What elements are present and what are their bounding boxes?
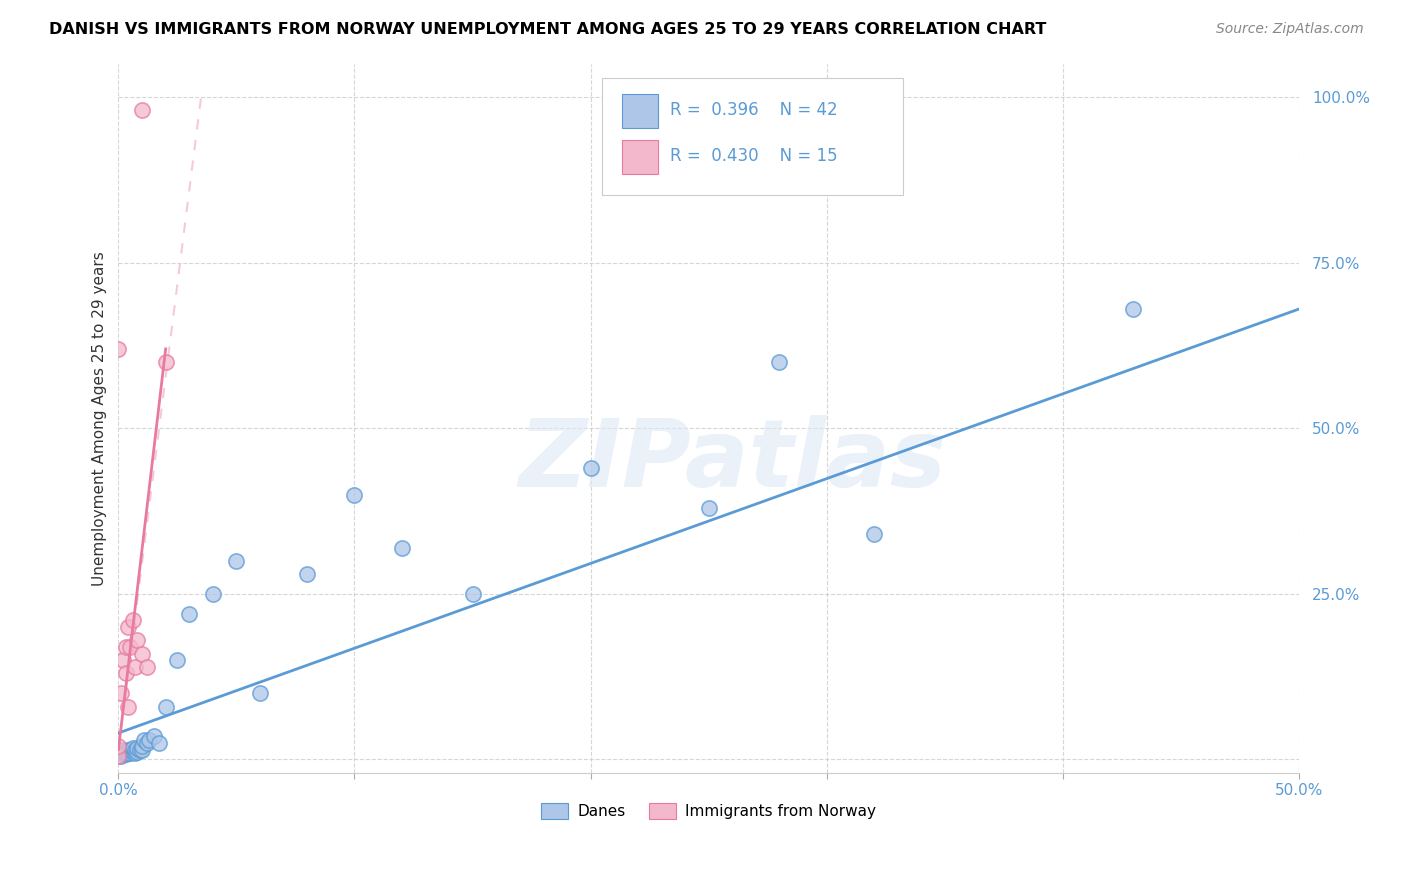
Point — [1122, 302, 1144, 317]
Point — [112, 653, 135, 667]
Point — [114, 745, 136, 759]
Point — [127, 745, 149, 759]
Point — [461, 587, 484, 601]
Point — [391, 541, 413, 555]
Text: ZIPatlas: ZIPatlas — [519, 415, 946, 507]
Point — [117, 699, 139, 714]
Point — [120, 742, 142, 756]
Point — [121, 614, 143, 628]
Point — [124, 742, 146, 756]
Legend: Danes, Immigrants from Norway: Danes, Immigrants from Norway — [534, 797, 883, 825]
Text: R =  0.430    N = 15: R = 0.430 N = 15 — [669, 147, 837, 165]
FancyBboxPatch shape — [602, 78, 903, 195]
Point — [166, 653, 188, 667]
Y-axis label: Unemployment Among Ages 25 to 29 years: Unemployment Among Ages 25 to 29 years — [93, 251, 107, 586]
Point — [142, 729, 165, 743]
Text: DANISH VS IMMIGRANTS FROM NORWAY UNEMPLOYMENT AMONG AGES 25 TO 29 YEARS CORRELAT: DANISH VS IMMIGRANTS FROM NORWAY UNEMPLO… — [49, 22, 1046, 37]
Point — [112, 747, 135, 762]
Point — [114, 640, 136, 654]
Point — [131, 739, 153, 754]
Point — [117, 620, 139, 634]
Point — [135, 659, 157, 673]
Point — [117, 746, 139, 760]
Point — [124, 746, 146, 760]
Point — [579, 461, 602, 475]
Point — [343, 487, 366, 501]
Point — [107, 342, 129, 356]
Text: R =  0.396    N = 42: R = 0.396 N = 42 — [669, 101, 837, 120]
Point — [135, 736, 157, 750]
Point — [120, 746, 142, 760]
Point — [131, 103, 153, 118]
Point — [110, 746, 132, 760]
Point — [124, 659, 146, 673]
Point — [138, 732, 160, 747]
Point — [201, 587, 224, 601]
Point — [297, 567, 319, 582]
Point — [121, 745, 143, 759]
Text: Source: ZipAtlas.com: Source: ZipAtlas.com — [1216, 22, 1364, 37]
Point — [114, 666, 136, 681]
Point — [112, 745, 135, 759]
Point — [127, 740, 149, 755]
Bar — [623, 140, 658, 174]
Point — [155, 355, 177, 369]
Point — [179, 607, 201, 621]
Point — [768, 355, 790, 369]
Point — [107, 749, 129, 764]
Point — [134, 732, 156, 747]
Point — [114, 747, 136, 762]
Point — [225, 554, 247, 568]
Point — [121, 740, 143, 755]
Point — [862, 527, 884, 541]
Point — [107, 746, 129, 760]
Point — [697, 500, 720, 515]
Bar — [623, 94, 658, 128]
Point — [110, 749, 132, 764]
Point — [131, 647, 153, 661]
Point — [112, 742, 135, 756]
Point — [131, 742, 153, 756]
Point — [110, 686, 132, 700]
Point — [117, 742, 139, 756]
Point — [107, 749, 129, 764]
Point — [148, 736, 170, 750]
Point — [128, 742, 150, 756]
Point — [249, 686, 271, 700]
Point — [120, 640, 142, 654]
Point — [155, 699, 177, 714]
Point — [107, 739, 129, 754]
Point — [127, 633, 149, 648]
